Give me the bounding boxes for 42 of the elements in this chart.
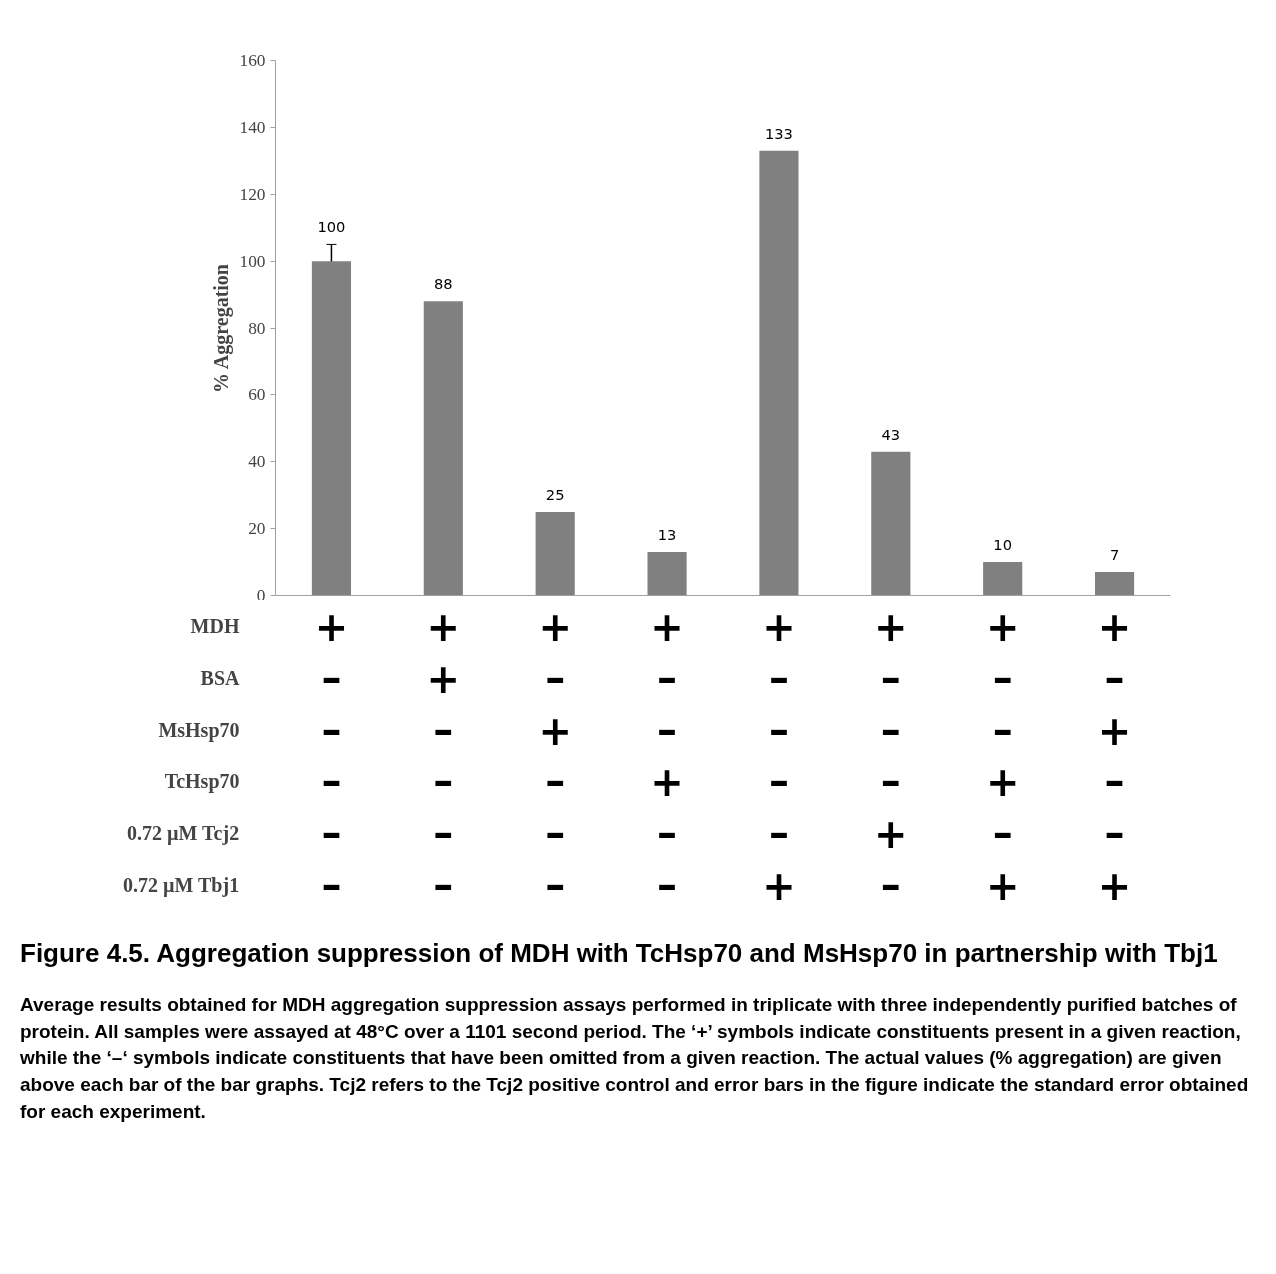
text: MsHsp70 [158,718,240,742]
data-label: 88 [433,275,453,293]
bar [423,301,463,596]
x-tick-label: + – – – – + [762,604,796,909]
y-tick-label: 40 [248,452,266,472]
y-tick-label: 100 [239,251,266,271]
bar [871,451,911,596]
bar [983,562,1023,596]
x-tick-label: + – – + – + [985,604,1020,909]
data-label: 43 [881,425,901,443]
y-tick-label: 140 [239,117,266,137]
data-label: 13 [657,526,677,544]
data-label: 7 [1109,546,1120,564]
y-tick-label: 160 [239,51,266,70]
bar [647,552,687,596]
bar [759,150,799,596]
data-label: 100 [317,218,346,236]
bar [311,261,352,596]
text: Figure 4.5. Aggregation suppression of MDH with TcHsp70 and MsHsp70 in partnership with Tbj1 [19,937,1219,970]
y-tick-label: 20 [248,519,266,539]
text: MDH [190,615,240,638]
text: 0.72 µM Tbj1 [122,873,240,897]
data-label: 25 [545,485,565,503]
x-tick-label: + – + – – + [1097,604,1132,909]
y-tick-label: 120 [239,184,266,204]
y-axis-title: % Aggregation [209,264,233,394]
data-label: 10 [993,536,1013,554]
text: 0.72 µM Tcj2 [127,822,240,845]
x-tick-label: + + – – – – [426,604,461,908]
text: TcHsp70 [164,770,240,794]
y-tick-label: 80 [248,318,266,338]
y-tick-label: 0 [256,585,266,605]
text: BSA [200,667,241,689]
bar [1094,572,1135,596]
x-tick-label: + – – + – – [650,604,684,908]
data-label: 133 [764,124,793,142]
x-tick-label: + – – – – – [314,604,349,908]
x-tick-label: + – – – + – [874,604,908,908]
text: Average results obtained for MDH aggregation suppression assays performed in triplicate with three independently purified batches of protein. All samples were assayed at 48°C over a 1101 second period. The ‘+’ symbols indicate constituents present in a given reaction, while the ‘–‘ symbols indicate constituents that have been omitted from a given reaction. The actual values (% aggregation) are given above each bar of the bar graphs. Tcj2 refers to the Tcj2 positive control and error bars in the figure indicate the standard error obtained for each experiment. [19,993,1250,1124]
x-tick-label: + – + – – – [538,604,572,908]
y-tick-label: 60 [248,385,266,405]
bar [535,511,575,596]
